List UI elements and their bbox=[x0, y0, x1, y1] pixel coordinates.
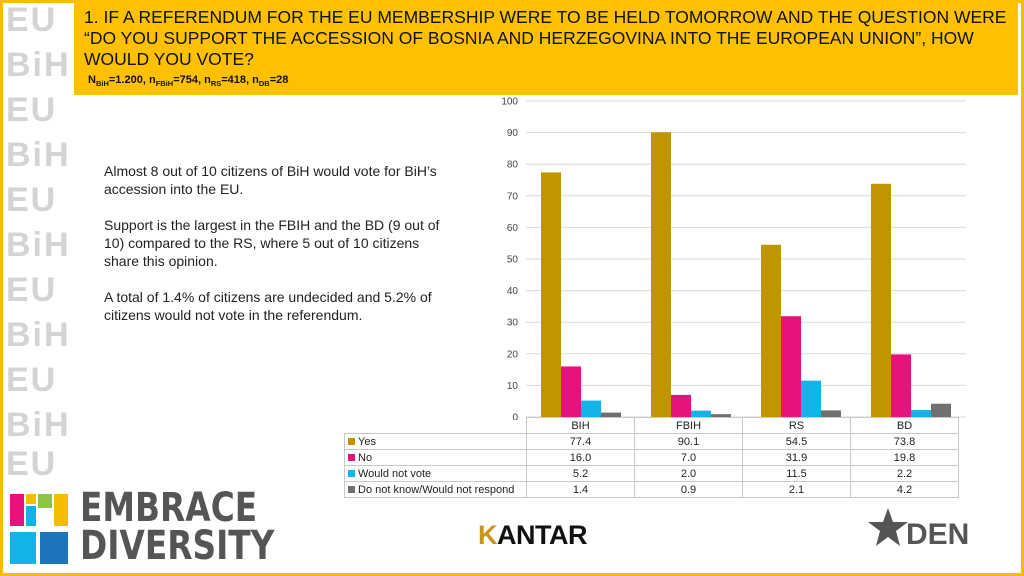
y-tick-label: 80 bbox=[507, 160, 519, 171]
y-tick-label: 10 bbox=[507, 381, 519, 392]
data-label: 16.0 bbox=[526, 449, 635, 466]
header-bar: 1. IF A REFERENDUM FOR THE EU MEMBERSHIP… bbox=[74, 0, 1018, 95]
decorative-strip: EU BiH EU BiH EU BiH EU BiH EU BiH EU bbox=[6, 1, 71, 483]
legend-swatch bbox=[348, 469, 355, 477]
table-header-row: BIH FBIH RS BD bbox=[344, 417, 959, 434]
data-label: 73.8 bbox=[850, 433, 959, 450]
data-label: 31.9 bbox=[742, 449, 851, 466]
bar-bd-no bbox=[891, 354, 911, 417]
legend-label: Do not know/Would not respond bbox=[358, 483, 515, 496]
bar-rs-would-not-vote bbox=[801, 380, 821, 417]
data-label: 4.2 bbox=[850, 481, 959, 498]
page-title: 1. IF A REFERENDUM FOR THE EU MEMBERSHIP… bbox=[84, 7, 1007, 69]
bar-bd-would-not-vote bbox=[911, 410, 931, 417]
data-label: 5.2 bbox=[526, 465, 635, 482]
bar-bd-yes bbox=[871, 183, 891, 417]
data-label: 2.0 bbox=[634, 465, 743, 482]
legend-entry: Do not know/Would not respond bbox=[344, 481, 527, 498]
legend-label: Would not vote bbox=[358, 467, 432, 480]
embrace-diversity-logo: EMBRACE DIVERSITY bbox=[80, 485, 275, 569]
y-tick-label: 30 bbox=[507, 318, 519, 329]
data-label: 1.4 bbox=[526, 481, 635, 498]
legend-swatch bbox=[348, 453, 355, 461]
chart-data-table: BIH FBIH RS BD Yes 77.4 90.1 54.5 73.8 No 16.0… bbox=[344, 417, 959, 498]
y-tick-label: 100 bbox=[501, 97, 518, 108]
data-label: 54.5 bbox=[742, 433, 851, 450]
bar-fbih-do-not-know-would-not-respond bbox=[711, 414, 731, 417]
data-label: 11.5 bbox=[742, 465, 851, 482]
table-row: Do not know/Would not respond 1.4 0.9 2.1 4.… bbox=[344, 481, 959, 498]
note-support-by-entity: Support is the largest in the FBIH and t… bbox=[104, 217, 440, 269]
table-row: Would not vote 5.2 2.0 11.5 2.2 bbox=[344, 465, 959, 482]
legend-swatch bbox=[348, 485, 355, 493]
table-row: Yes 77.4 90.1 54.5 73.8 bbox=[344, 433, 959, 450]
legend-swatch bbox=[348, 437, 355, 445]
y-tick-label: 40 bbox=[507, 286, 519, 297]
y-tick-label: 0 bbox=[512, 413, 518, 421]
data-label: 2.2 bbox=[850, 465, 959, 482]
svg-text:DEN: DEN bbox=[906, 518, 969, 551]
bar-bih-do-not-know-would-not-respond bbox=[601, 412, 621, 417]
col-header: FBIH bbox=[634, 417, 743, 434]
legend-label: Yes bbox=[358, 435, 376, 448]
data-label: 77.4 bbox=[526, 433, 635, 450]
y-tick-label: 50 bbox=[507, 255, 519, 266]
bar-rs-do-not-know-would-not-respond bbox=[821, 410, 841, 417]
col-header: BD bbox=[850, 417, 959, 434]
note-undecided: A total of 1.4% of citizens are undecide… bbox=[104, 289, 432, 323]
bar-rs-yes bbox=[761, 244, 781, 417]
data-label: 90.1 bbox=[634, 433, 743, 450]
bar-bih-yes bbox=[541, 172, 561, 417]
data-label: 7.0 bbox=[634, 449, 743, 466]
col-header: RS bbox=[742, 417, 851, 434]
legend-entry: Yes bbox=[344, 433, 527, 450]
kantar-logo: KANTAR bbox=[478, 520, 587, 550]
legend-label: No bbox=[358, 451, 373, 464]
bar-fbih-would-not-vote bbox=[691, 410, 711, 417]
y-tick-label: 70 bbox=[507, 191, 519, 202]
bar-chart: 0 10 20 30 40 50 60 70 80 90 100 bbox=[501, 97, 966, 421]
bih-eu-logo-icon bbox=[10, 494, 68, 564]
bar-bd-do-not-know-would-not-respond bbox=[931, 403, 951, 417]
y-tick-label: 60 bbox=[507, 223, 519, 234]
den-star-logo-icon: DEN bbox=[868, 508, 969, 551]
bar-fbih-yes bbox=[651, 132, 671, 417]
bar-bih-would-not-vote bbox=[581, 400, 601, 417]
table-row: No 16.0 7.0 31.9 19.8 bbox=[344, 449, 959, 466]
data-label: 0.9 bbox=[634, 481, 743, 498]
sample-size: NBiH=1.200, nFBiH=754, nRS=418, nDB=28 bbox=[88, 74, 289, 89]
data-label: 19.8 bbox=[850, 449, 959, 466]
legend-entry: Would not vote bbox=[344, 465, 527, 482]
bar-fbih-no bbox=[671, 394, 691, 417]
col-header: BIH bbox=[526, 417, 635, 434]
y-tick-label: 90 bbox=[507, 128, 519, 139]
legend-entry: No bbox=[344, 449, 527, 466]
note-support-overall: Almost 8 out of 10 citizens of BiH would… bbox=[104, 163, 437, 197]
bar-bih-no bbox=[561, 366, 581, 417]
data-label: 2.1 bbox=[742, 481, 851, 498]
bar-rs-no bbox=[781, 316, 801, 417]
y-tick-label: 20 bbox=[507, 349, 519, 360]
